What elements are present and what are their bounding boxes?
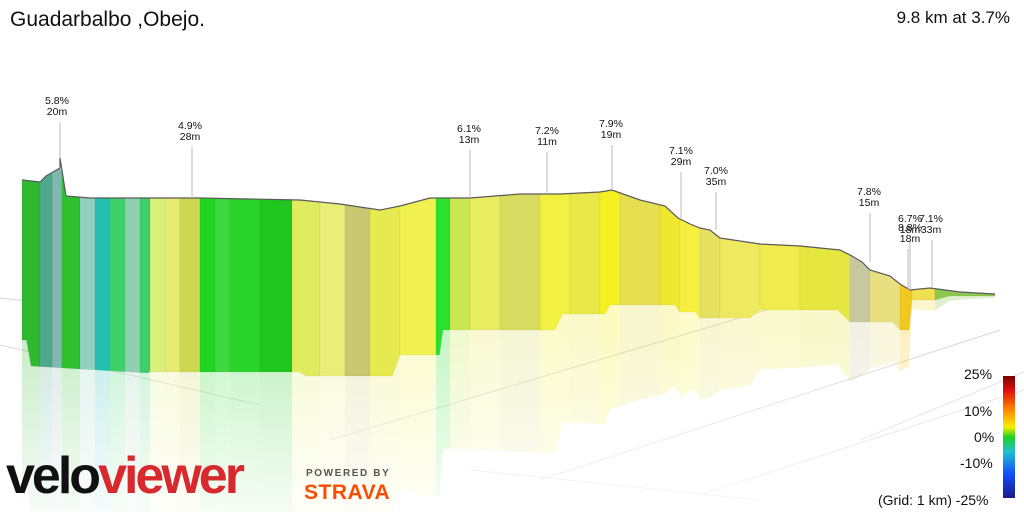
profile-segment <box>51 167 63 369</box>
profile-segment <box>94 197 111 372</box>
annotation-grade: 7.2% <box>535 125 559 137</box>
annotation-grade: 7.8% <box>857 186 881 198</box>
profile-segment <box>319 201 346 377</box>
profile-segment <box>619 192 661 306</box>
profile-segment <box>679 218 701 319</box>
logo-velo: velo <box>6 447 101 505</box>
profile-segment <box>79 196 96 371</box>
veloviewer-logo[interactable]: veloviewer <box>6 447 245 505</box>
annotation-length: 29m <box>671 156 692 168</box>
gradient-color-scale <box>1003 376 1015 498</box>
profile-segment <box>214 198 231 373</box>
annotation-grade: 7.9% <box>599 118 623 130</box>
profile-segment <box>569 191 601 315</box>
logo-viewer: viewer <box>98 447 245 505</box>
annotation-grade: 8.8% <box>898 222 922 234</box>
scale-label-0: 0% <box>974 429 995 445</box>
grid-note: (Grid: 1 km) -25% <box>878 492 988 508</box>
annotation-grade: 6.7% <box>898 213 922 225</box>
profile-segment <box>449 197 471 331</box>
profile-segment <box>499 193 541 331</box>
annotation-grade: 5.8% <box>45 95 69 107</box>
annotation-length: 19m <box>601 129 622 141</box>
profile-segment <box>259 198 293 373</box>
reflection-segment <box>912 300 935 311</box>
reflection-segment <box>935 296 995 311</box>
profile-segment <box>109 197 126 372</box>
profile-segment <box>369 205 401 377</box>
profile-segment <box>179 197 201 373</box>
profile-segment <box>759 243 801 311</box>
profile-segment <box>229 198 261 373</box>
profile-segment <box>139 197 151 374</box>
annotation-grade: 7.0% <box>704 165 728 177</box>
scale-label-max: 25% <box>964 366 993 382</box>
profile-segment <box>399 197 437 356</box>
scale-label-min: -25% <box>955 492 989 508</box>
profile-segment <box>344 204 371 377</box>
profile-segment <box>124 197 141 373</box>
profile-segment <box>21 179 41 367</box>
profile-segment <box>719 237 761 319</box>
annotation-length: 18m <box>900 224 921 236</box>
powered-by-label: POWERED BY <box>306 468 391 479</box>
profile-top-edge <box>21 157 996 295</box>
profile-segment <box>199 197 216 373</box>
profile-segment <box>149 197 166 373</box>
profile-segment <box>849 254 871 323</box>
strava-logo[interactable]: STRAVA <box>304 481 391 504</box>
profile-segment <box>869 269 901 331</box>
annotation-length: 18m <box>900 233 921 245</box>
annotation-grade: 4.9% <box>178 120 202 132</box>
profile-segment <box>659 204 681 313</box>
annotation-length: 20m <box>47 106 68 118</box>
annotation-length: 13m <box>459 134 480 146</box>
profile-segment <box>61 170 81 370</box>
annotation-length: 28m <box>180 131 201 143</box>
grid-size-label: (Grid: 1 km) <box>878 492 952 508</box>
profile-segments <box>21 157 996 377</box>
annotation-length: 11m <box>537 136 557 148</box>
climb-annotations: 5.8%20m4.9%28m6.1%13m7.2%11m7.9%19m7.1%2… <box>45 95 943 290</box>
profile-segment <box>469 195 501 331</box>
scale-label-neg10: -10% <box>960 455 993 471</box>
annotation-length: 33m <box>921 224 942 236</box>
annotation-grade: 6.1% <box>457 123 481 135</box>
annotation-grade: 7.1% <box>669 145 693 157</box>
profile-segment <box>539 193 571 331</box>
distance-grade-summary: 9.8 km at 3.7% <box>896 8 1010 27</box>
profile-segment <box>699 227 721 319</box>
chart-title: Guadarbalbo ,Obejo. <box>10 8 205 31</box>
annotation-length: 15m <box>859 197 880 209</box>
scale-label-10: 10% <box>964 403 993 419</box>
profile-segment <box>291 199 321 377</box>
annotation-length: 35m <box>706 176 727 188</box>
profile-segment <box>39 172 53 368</box>
annotation-grade: 7.1% <box>919 213 943 225</box>
profile-segment <box>599 190 621 315</box>
profile-segment <box>164 197 181 373</box>
